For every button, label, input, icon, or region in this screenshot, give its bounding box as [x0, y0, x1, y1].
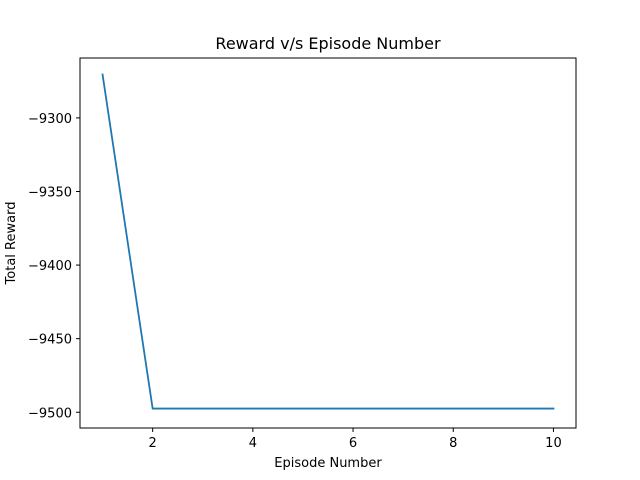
- x-tick-label: 2: [149, 436, 157, 451]
- x-axis-label: Episode Number: [274, 456, 382, 471]
- y-tick-label: −9350: [28, 185, 72, 200]
- chart-title: Reward v/s Episode Number: [215, 34, 441, 53]
- y-tick-label: −9450: [28, 333, 72, 348]
- x-tick-label: 6: [349, 436, 357, 451]
- y-axis-label: Total Reward: [4, 202, 19, 286]
- plot-frame: [79, 57, 577, 429]
- y-tick-label: −9500: [28, 406, 72, 421]
- series-layer: [101, 73, 555, 410]
- series-line: [101, 73, 555, 410]
- x-axis-ticks: 2 4 6 8 10: [149, 428, 562, 451]
- y-tick-label: −9300: [28, 112, 72, 127]
- y-tick-label: −9400: [28, 259, 72, 274]
- x-tick-label: 4: [249, 436, 257, 451]
- x-tick-label: 8: [449, 436, 457, 451]
- y-axis-ticks: −9300 −9350 −9400 −9450 −9500: [28, 112, 80, 421]
- x-tick-label: 10: [545, 436, 562, 451]
